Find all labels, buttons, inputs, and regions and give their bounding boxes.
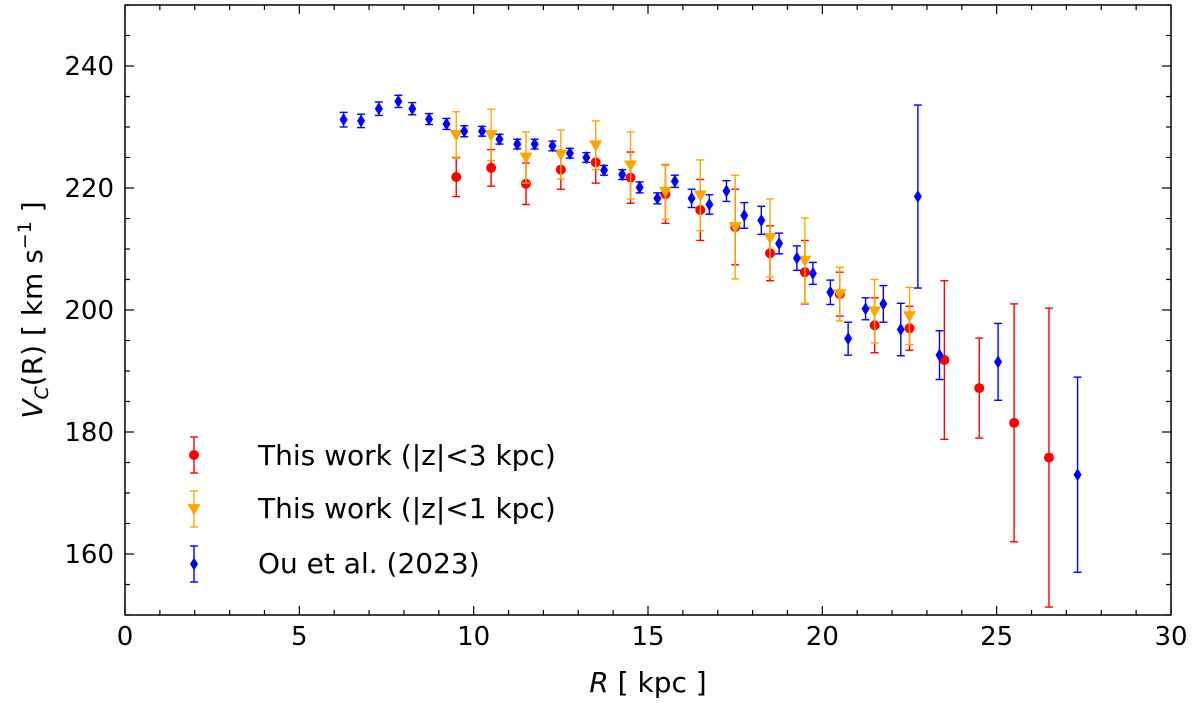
data-point [757, 213, 766, 227]
data-point [624, 160, 638, 172]
data-point [1073, 468, 1082, 482]
data-point [935, 348, 944, 362]
data-point [868, 306, 882, 318]
legend-label-this-work-3kpc: This work (|z|<3 kpc) [257, 439, 556, 472]
data-point [618, 168, 627, 182]
data-point [994, 355, 1003, 369]
legend-entry-this-work-3kpc: This work (|z|<3 kpc) [189, 436, 556, 474]
x-tick-label: 5 [291, 622, 308, 652]
series-0 [451, 140, 1054, 608]
data-point [548, 139, 557, 153]
legend-marker-shape [189, 450, 199, 460]
x-tick-label: 0 [117, 622, 134, 652]
legend-marker-shape [187, 504, 201, 516]
series-1 [449, 108, 916, 346]
data-point [600, 163, 609, 177]
data-point [826, 285, 835, 299]
data-point [705, 197, 714, 211]
x-tick-label: 10 [457, 622, 490, 652]
data-point [653, 191, 662, 205]
legend-entry-ou-2023: Ou et al. (2023) [190, 545, 480, 583]
x-tick-label: 15 [631, 622, 664, 652]
data-point [913, 190, 922, 204]
legend: This work (|z|<3 kpc) This work (|z|<1 k… [187, 436, 556, 583]
data-point [357, 114, 366, 128]
y-axis-label: VC(R) [ km s−1 ] [14, 201, 53, 418]
data-point [775, 237, 784, 251]
data-point [722, 184, 731, 198]
data-point [442, 117, 451, 131]
y-tick-label: 220 [64, 174, 114, 204]
axis-ticks [124, 4, 1172, 616]
data-point [670, 174, 679, 188]
data-point [589, 140, 603, 152]
y-tick-label: 160 [64, 540, 114, 570]
data-point [408, 102, 417, 116]
tick-labels: 0 5 10 15 20 25 30 160 180 200 220 240 [64, 52, 1187, 652]
legend-marker-orange-triangle [187, 490, 201, 528]
data-point [1009, 417, 1020, 428]
data-point [519, 152, 533, 164]
series-2 [339, 94, 1082, 573]
y-tick-label: 180 [64, 418, 114, 448]
data-point [896, 323, 905, 337]
data-point [879, 297, 888, 311]
data-point [861, 302, 870, 316]
data-point [484, 130, 498, 142]
data-point [728, 222, 742, 234]
data-point [460, 124, 469, 138]
data-point [374, 102, 383, 116]
x-tick-label: 30 [1154, 622, 1187, 652]
data-point [833, 289, 847, 301]
data-point [763, 233, 777, 245]
data-point [635, 180, 644, 194]
data-point [451, 172, 462, 183]
x-tick-label: 25 [980, 622, 1013, 652]
x-axis-label: R [ kpc ] [589, 666, 706, 699]
data-point [478, 124, 487, 138]
data-point [687, 191, 696, 205]
data-point [974, 383, 985, 394]
legend-label-ou-2023: Ou et al. (2023) [258, 547, 480, 580]
y-tick-label: 200 [64, 296, 114, 326]
legend-entry-this-work-1kpc: This work (|z|<1 kpc) [187, 490, 556, 528]
legend-label-this-work-1kpc: This work (|z|<1 kpc) [257, 492, 556, 525]
data-point [554, 149, 568, 161]
legend-marker-red-circle [189, 436, 199, 474]
data-point [486, 162, 497, 173]
data-point [658, 186, 672, 199]
data-point [530, 137, 539, 151]
x-tick-label: 20 [806, 622, 839, 652]
data-point [844, 332, 853, 346]
data-point [582, 151, 591, 164]
data-point [339, 113, 348, 127]
data-point [565, 146, 574, 160]
data-point [394, 94, 403, 108]
data-point [740, 208, 749, 222]
data-point [808, 266, 817, 280]
legend-marker-blue-diamond [190, 545, 198, 583]
legend-marker-shape [190, 557, 198, 571]
y-tick-label: 240 [64, 52, 114, 82]
data-point [513, 137, 522, 151]
data-point [449, 130, 463, 142]
data-point [693, 190, 707, 202]
data-point [792, 251, 801, 265]
data-point [798, 255, 812, 268]
data-layer [339, 94, 1082, 608]
data-point [495, 132, 504, 146]
data-point [1043, 452, 1054, 463]
data-point [903, 311, 916, 323]
data-point [425, 112, 434, 126]
